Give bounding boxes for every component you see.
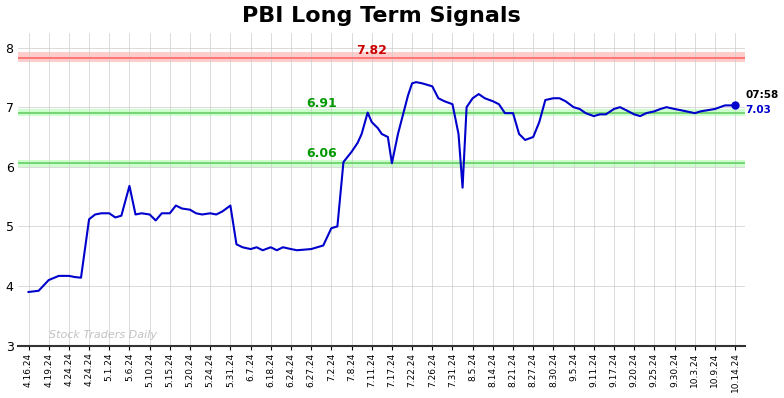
Title: PBI Long Term Signals: PBI Long Term Signals: [242, 6, 521, 25]
Text: 7.03: 7.03: [746, 105, 771, 115]
Bar: [18, 109, 746, 116]
Text: Stock Traders Daily: Stock Traders Daily: [49, 330, 157, 340]
Bar: [18, 53, 746, 62]
Text: 07:58: 07:58: [746, 90, 779, 100]
Text: 6.06: 6.06: [306, 147, 336, 160]
Text: 7.82: 7.82: [356, 44, 387, 57]
Text: 6.91: 6.91: [306, 97, 336, 109]
Bar: [18, 160, 746, 167]
